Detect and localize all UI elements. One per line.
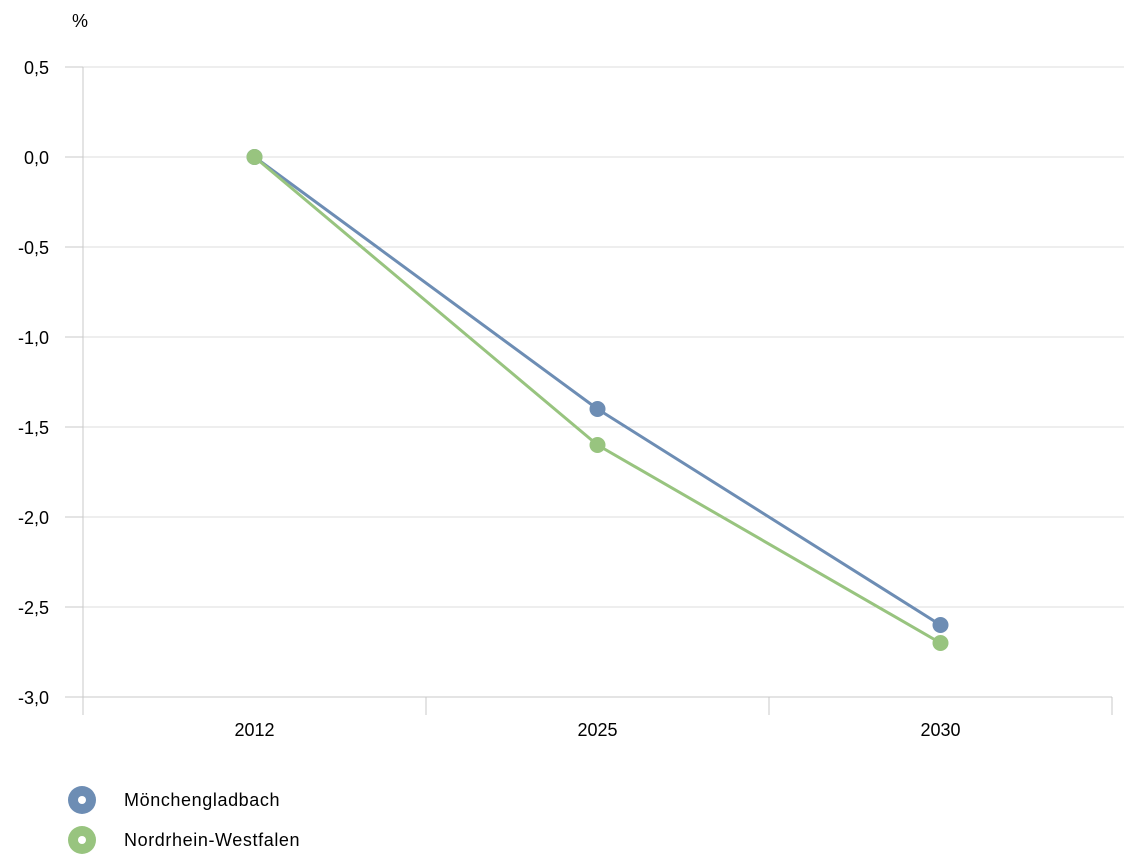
legend-item-nordrhein-westfalen[interactable]: Nordrhein-Westfalen bbox=[68, 820, 300, 860]
data-point bbox=[589, 401, 606, 417]
plot-area: % 0,5 0,0 -0,5 -1,0 -1,5 -2,0 -2,5 -3,0 2012 202… bbox=[18, 11, 1124, 740]
x-tick-label: 2030 bbox=[920, 720, 960, 740]
series-points bbox=[246, 149, 949, 651]
y-tick-label: 0,5 bbox=[24, 58, 49, 78]
legend-label: Mönchengladbach bbox=[124, 789, 281, 810]
y-tick-label: -3,0 bbox=[18, 688, 49, 708]
data-point bbox=[932, 617, 949, 633]
series-line-0 bbox=[253, 155, 942, 627]
legend: Mönchengladbach Nordrhein-Westfalen bbox=[68, 780, 300, 860]
gridlines bbox=[83, 66, 1124, 608]
data-point bbox=[932, 635, 949, 651]
x-tick-label: 2025 bbox=[577, 720, 617, 740]
y-tick-label: -2,0 bbox=[18, 508, 49, 528]
y-axis-unit-label: % bbox=[72, 11, 88, 31]
y-tick-label: -1,5 bbox=[18, 418, 49, 438]
x-axis-ticks: 2012 2025 2030 bbox=[82, 697, 1113, 740]
series-line-1 bbox=[253, 155, 942, 645]
x-tick-label: 2012 bbox=[234, 720, 274, 740]
legend-marker-circle-icon bbox=[68, 786, 96, 814]
data-point bbox=[589, 437, 606, 453]
y-tick-label: -1,0 bbox=[18, 328, 49, 348]
legend-item-moenchengladbach[interactable]: Mönchengladbach bbox=[68, 780, 300, 820]
data-point bbox=[246, 149, 263, 165]
y-tick-label: -0,5 bbox=[18, 238, 49, 258]
legend-label: Nordrhein-Westfalen bbox=[124, 829, 301, 850]
y-tick-label: -2,5 bbox=[18, 598, 49, 618]
series-lines bbox=[253, 155, 942, 645]
y-axis-ticks: 0,5 0,0 -0,5 -1,0 -1,5 -2,0 -2,5 -3,0 bbox=[18, 58, 83, 708]
legend-marker-circle-icon bbox=[68, 826, 96, 854]
y-tick-label: 0,0 bbox=[24, 148, 49, 168]
axes bbox=[82, 67, 1112, 698]
